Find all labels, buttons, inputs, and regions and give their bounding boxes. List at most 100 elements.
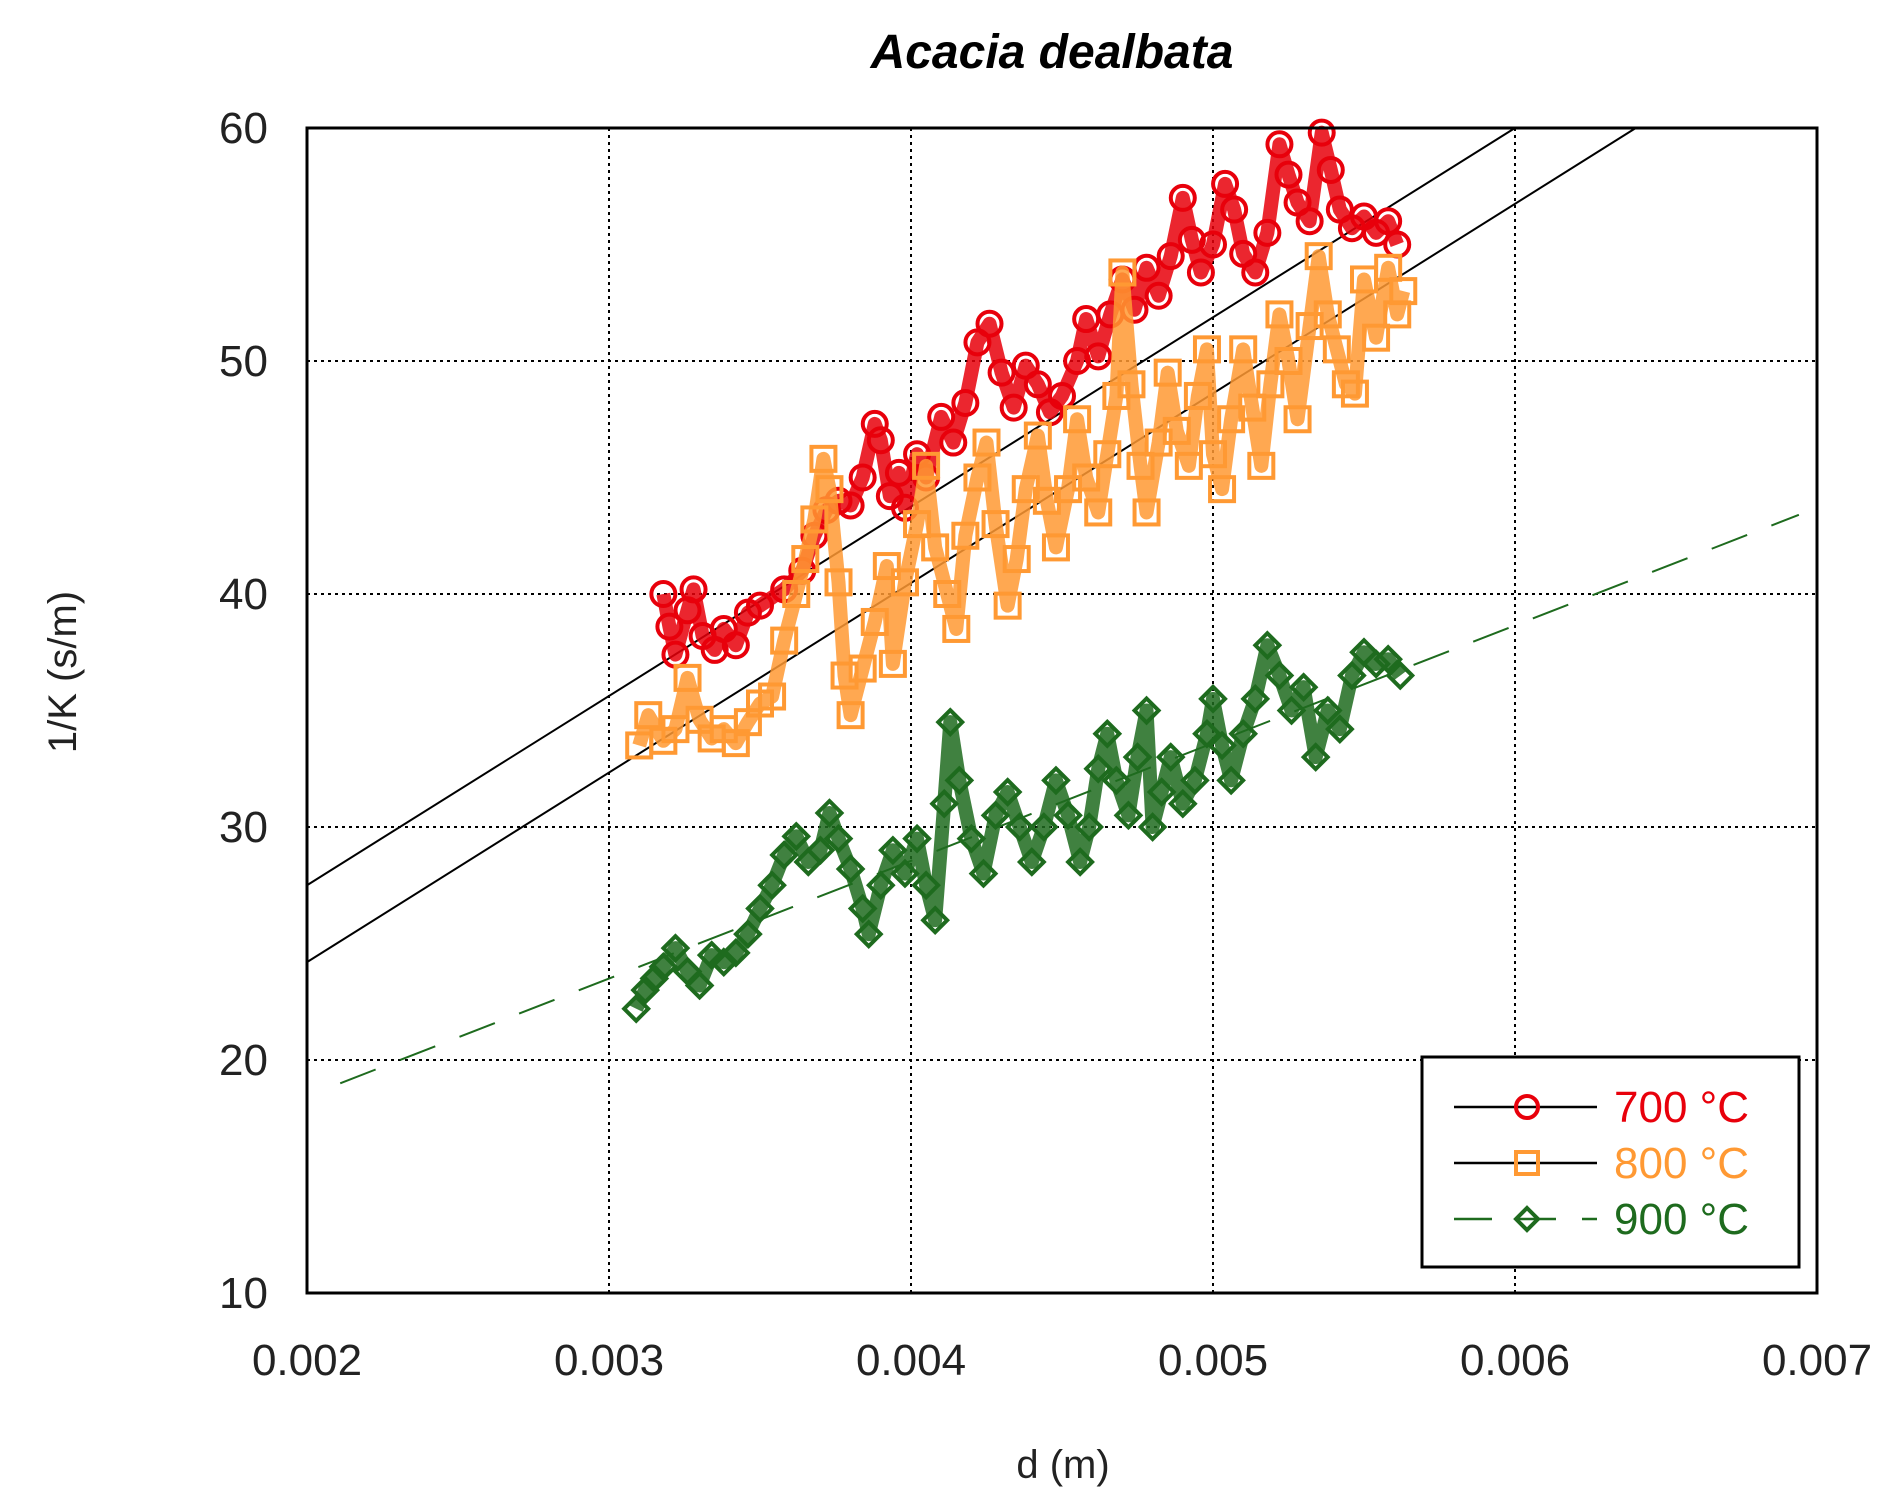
data-point xyxy=(733,919,763,950)
data-point xyxy=(853,919,884,950)
data-point xyxy=(809,444,838,473)
data-point xyxy=(1183,381,1212,410)
data-point xyxy=(1295,207,1324,236)
data-point xyxy=(746,591,774,620)
x-tick-label: 0.003 xyxy=(554,1336,664,1385)
data-point xyxy=(1137,812,1168,842)
tick-labels: 0.002 0.003 0.004 0.005 0.006 0.007 10 20 30 40 50… xyxy=(219,104,1872,1385)
data-point xyxy=(1041,765,1071,796)
data-point xyxy=(696,940,727,970)
data-point xyxy=(1385,660,1416,691)
data-point xyxy=(987,358,1016,387)
data-point xyxy=(1122,742,1153,772)
data-point xyxy=(1316,155,1345,184)
data-point xyxy=(972,428,1001,457)
data-point xyxy=(1199,440,1227,469)
data-markers xyxy=(621,118,1418,1024)
data-point xyxy=(878,835,908,866)
data-point xyxy=(1192,335,1221,364)
data-point xyxy=(679,575,708,604)
data-point xyxy=(1041,533,1070,562)
data-point xyxy=(890,858,920,889)
data-point xyxy=(1131,695,1162,726)
plot-frame xyxy=(305,126,1819,1295)
data-point xyxy=(951,388,980,417)
data-point xyxy=(1331,370,1360,399)
y-tick-label: 60 xyxy=(219,104,268,153)
data-point xyxy=(1274,347,1303,375)
data-point xyxy=(1084,342,1113,371)
legend-label: 700 °C xyxy=(1614,1083,1749,1132)
data-point xyxy=(655,612,684,641)
data-point xyxy=(630,975,661,1005)
data-point xyxy=(757,870,787,901)
data-point xyxy=(1155,742,1186,772)
data-point xyxy=(1186,258,1215,287)
data-point xyxy=(1265,130,1294,159)
data-point xyxy=(1004,812,1035,842)
data-point xyxy=(684,970,715,1001)
series-square xyxy=(625,242,1418,760)
data-point xyxy=(872,552,901,581)
data-point xyxy=(830,661,859,690)
data-point xyxy=(1274,160,1303,189)
data-point xyxy=(758,682,787,711)
data-point xyxy=(993,591,1022,620)
x-tick-label: 0.006 xyxy=(1460,1336,1570,1385)
data-point xyxy=(1288,672,1319,703)
legend-label: 900 °C xyxy=(1614,1195,1749,1244)
data-point xyxy=(1093,440,1122,469)
data-point xyxy=(1065,847,1095,877)
data-point xyxy=(1362,323,1391,352)
data-point xyxy=(1153,358,1182,387)
data-point xyxy=(927,402,956,431)
data-point xyxy=(1374,253,1403,282)
data-point xyxy=(1023,370,1052,399)
data-point xyxy=(980,800,1011,831)
data-point xyxy=(836,491,865,520)
data-point xyxy=(903,510,932,539)
x-axis-label: d (m) xyxy=(1016,1443,1109,1487)
data-point xyxy=(634,701,663,730)
data-point xyxy=(865,870,896,901)
data-point xyxy=(1084,498,1113,527)
data-point xyxy=(1211,169,1240,198)
data-point xyxy=(1146,777,1177,807)
data-point xyxy=(1144,281,1173,310)
data-point xyxy=(975,309,1004,338)
legend-label: 800 °C xyxy=(1614,1139,1749,1188)
y-tick-label: 10 xyxy=(219,1269,268,1318)
data-point xyxy=(1228,718,1259,749)
data-point xyxy=(781,821,812,852)
data-point xyxy=(1048,381,1076,410)
data-point xyxy=(1313,300,1342,329)
data-point xyxy=(1192,718,1222,749)
data-point xyxy=(1307,118,1336,147)
data-point xyxy=(951,521,980,550)
data-point xyxy=(942,614,971,643)
data-point xyxy=(1162,416,1191,445)
legend: 700 °C 800 °C 900 °C xyxy=(1420,1055,1801,1269)
data-point xyxy=(890,568,919,597)
data-point xyxy=(673,663,702,692)
data-point xyxy=(769,840,799,870)
data-point xyxy=(1264,660,1295,691)
data-point xyxy=(1198,684,1228,714)
data-point xyxy=(721,937,751,968)
data-point xyxy=(648,951,679,982)
data-point xyxy=(800,505,829,534)
data-point xyxy=(884,458,913,487)
data-point xyxy=(1113,800,1144,831)
data-point xyxy=(1029,812,1059,842)
data-point xyxy=(956,823,987,854)
data-point xyxy=(1241,258,1270,287)
data-point xyxy=(1337,660,1367,691)
data-point xyxy=(1276,695,1307,726)
series-line xyxy=(632,249,1411,751)
data-point xyxy=(912,451,941,480)
data-point xyxy=(835,854,866,884)
data-point xyxy=(992,777,1023,807)
data-point xyxy=(878,649,907,678)
series-diamond xyxy=(621,630,1416,1024)
